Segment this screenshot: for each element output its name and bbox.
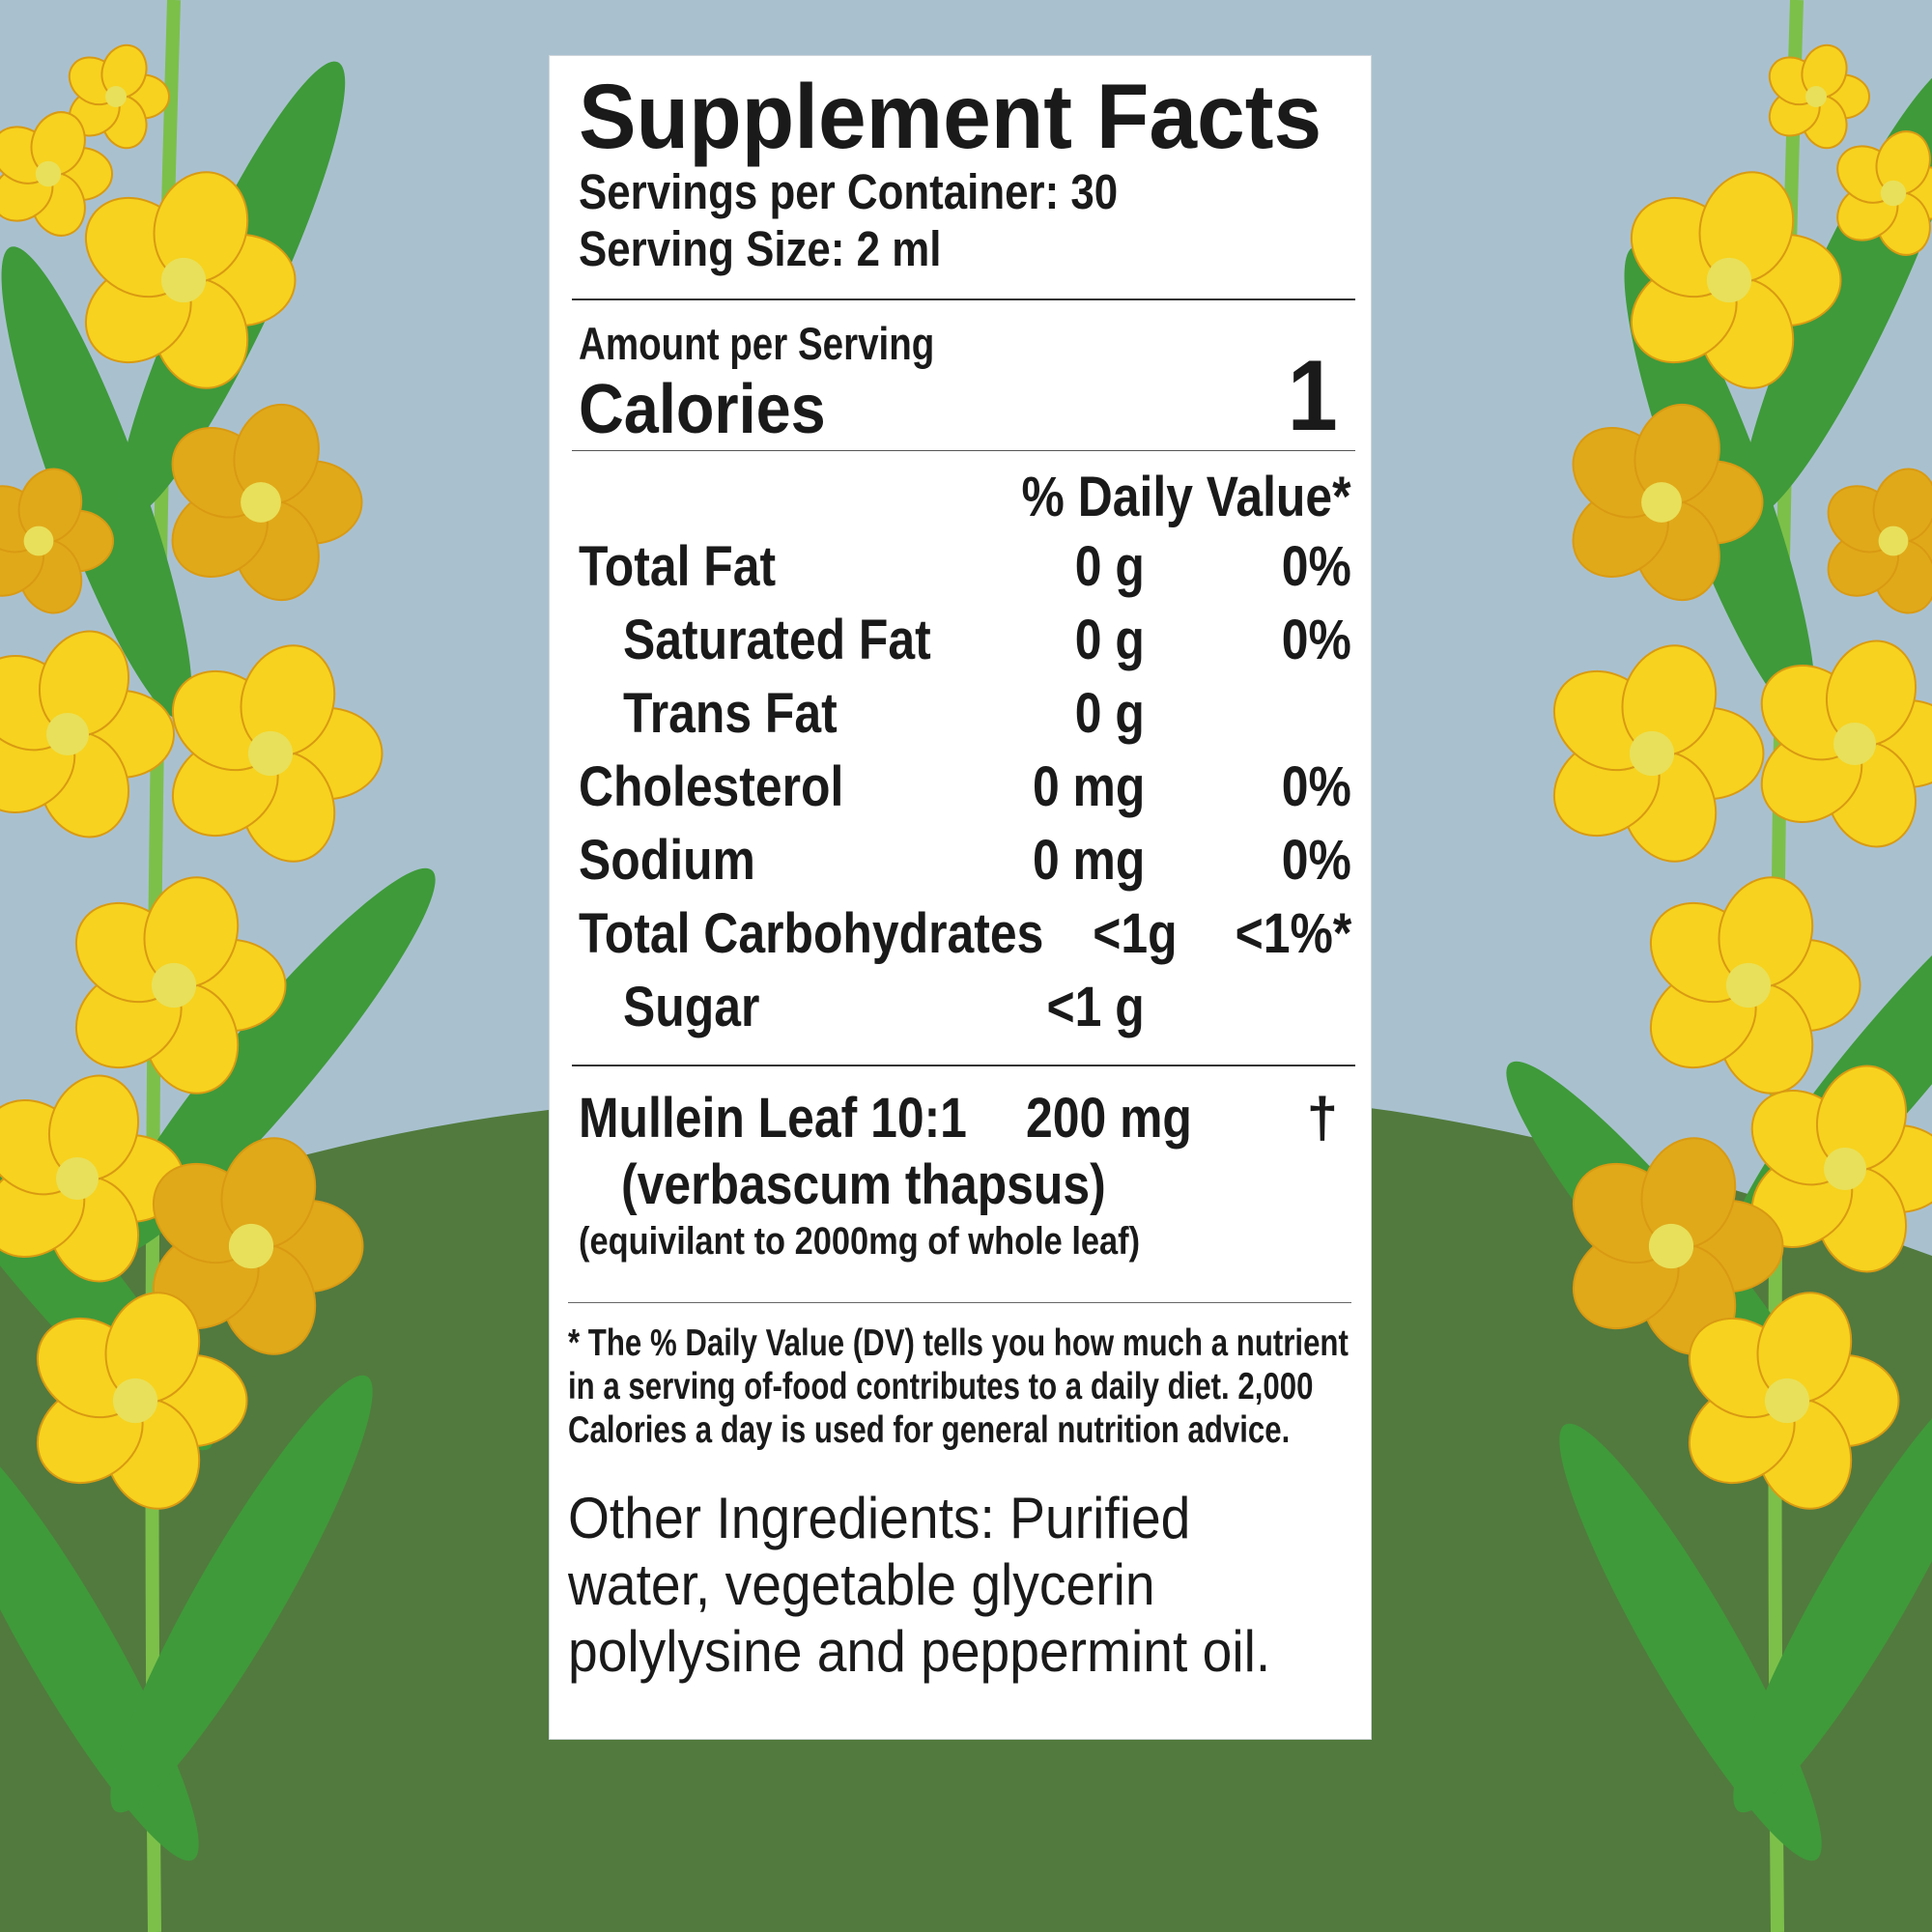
flower [1836,130,1932,256]
nutrient-name: Sugar [623,976,760,1038]
ingredient-amount: 200 mg [1026,1087,1192,1150]
flower [1750,1065,1932,1273]
flower [1572,1137,1784,1355]
flower [1649,876,1861,1094]
nutrient-name: Saturated Fat [623,609,931,671]
flower [171,644,384,863]
leaf [1,246,192,720]
mullein-flower-stalk-right [1506,0,1932,1932]
nutrient-name: Sodium [579,829,755,892]
flower [1552,644,1765,863]
label-title: Supplement Facts [579,66,1322,168]
nutrient-name: Cholesterol [579,755,844,818]
ingredient-latin-name: (verbascum thapsus) [621,1153,1106,1216]
nutrient-daily-value: 0% [1281,829,1351,892]
flower [68,43,170,150]
footnote-line: * The % Daily Value (DV) tells you how m… [568,1322,1349,1364]
leaf [1733,1375,1932,1813]
divider [572,1065,1355,1066]
nutrient-amount: 0 g [1074,682,1145,745]
daily-value-header: % Daily Value* [1021,466,1351,528]
footnote-line: in a serving of-food contributes to a da… [568,1366,1314,1407]
flower [0,111,113,237]
nutrient-amount: <1g [1093,902,1178,965]
flower [74,876,287,1094]
servings-per-container: Servings per Container: 30 [579,164,1119,219]
flower [0,468,114,614]
ingredient-name: Mullein Leaf 10:1 [579,1087,967,1150]
serving-size: Serving Size: 2 ml [579,221,942,276]
footnote-line: Calories a day is used for general nutri… [568,1409,1291,1451]
nutrient-amount: <1 g [1046,976,1145,1038]
other-ingredients-line: water, vegetable glycerin [568,1552,1155,1617]
divider [568,1302,1351,1303]
calories-value: 1 [1287,340,1338,452]
nutrient-name: Total Carbohydrates [579,902,1044,965]
mullein-flower-stalk-left [0,0,436,1932]
leaf [105,867,436,1258]
supplement-facts-panel: Supplement Facts Servings per Container:… [549,55,1372,1740]
flower [152,1137,364,1355]
nutrient-daily-value: 0% [1281,535,1351,598]
nutrient-name: Trans Fat [623,682,838,745]
calories-label: Calories [579,371,826,448]
flower [36,1292,248,1510]
flower [171,403,363,602]
ingredient-dv-dagger: † [1306,1087,1338,1150]
flower [1768,43,1870,150]
nutrient-amount: 0 g [1074,609,1145,671]
flower [1572,403,1764,602]
nutrient-daily-value: 0% [1281,755,1351,818]
flower [1760,639,1932,848]
flower [1630,171,1842,389]
nutrient-name: Total Fat [579,535,777,598]
flower [1688,1292,1900,1510]
leaf [110,1375,373,1813]
other-ingredients-line: Other Ingredients: Purified [568,1486,1191,1550]
flower [1827,468,1932,614]
nutrient-amount: 0 mg [1032,755,1145,818]
nutrient-amount: 0 mg [1032,829,1145,892]
divider [572,450,1355,451]
flower [84,171,297,389]
ingredient-note: (equivilant to 2000mg of whole leaf) [579,1220,1141,1263]
nutrient-daily-value: 0% [1281,609,1351,671]
other-ingredients-line: polylysine and peppermint oil. [568,1619,1271,1684]
flower [0,630,175,838]
nutrient-daily-value: <1%* [1235,902,1351,965]
nutrient-amount: 0 g [1074,535,1145,598]
amount-per-serving: Amount per Serving [579,318,935,369]
divider [572,298,1355,300]
